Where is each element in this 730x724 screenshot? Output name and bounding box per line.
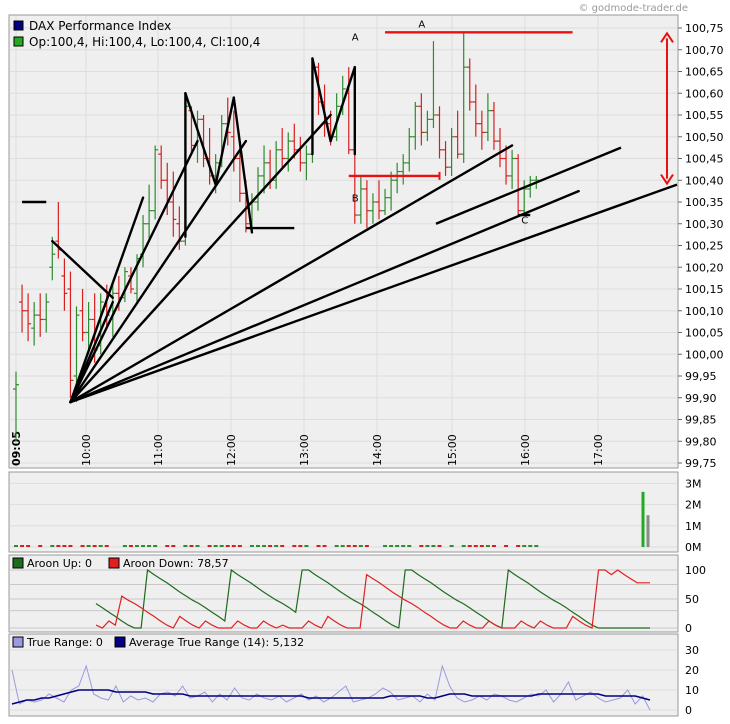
aroon-down-line	[95, 569, 650, 629]
time-tick-label: 10:00	[80, 434, 93, 466]
time-tick-label: 17:00	[592, 434, 605, 466]
y-tick-label: 100,35	[685, 196, 724, 209]
time-tick-label: 16:00	[519, 434, 532, 466]
y-tick-label: 100,10	[685, 305, 724, 318]
aroon-up-label: Aroon Up: 0	[27, 557, 92, 570]
lavender-square-icon	[12, 636, 24, 648]
volume-series	[10, 482, 677, 548]
point-label-b: B	[352, 194, 359, 205]
trend-line	[184, 92, 217, 186]
time-tick-label: 12:00	[225, 434, 238, 466]
point-label-c: C	[521, 215, 528, 226]
price-y-axis: 100,75 100,70 100,65 100,60 100,55 100,50 100,…	[678, 22, 724, 470]
y-tick-label: 100,65	[685, 66, 724, 79]
y-tick-label: 0	[685, 622, 692, 635]
trend-line	[311, 57, 332, 143]
y-tick-label: 100,75	[685, 22, 724, 35]
time-tick-label: 14:00	[371, 434, 384, 466]
time-tick-label: 13:00	[298, 434, 311, 466]
red-square-icon	[108, 557, 120, 569]
trendline-overlay: A A B C	[22, 20, 678, 404]
y-tick-label: 100,25	[685, 240, 724, 253]
y-tick-label: 99,80	[685, 435, 717, 448]
true-range-panel	[8, 633, 679, 717]
trend-line	[69, 113, 332, 404]
y-tick-label: 100,45	[685, 153, 724, 166]
trend-line	[69, 144, 514, 404]
aroon-up-line	[95, 568, 650, 629]
y-tick-label: 100,15	[685, 283, 724, 296]
y-tick-label: 99,75	[685, 457, 717, 470]
y-tick-label: 0M	[685, 541, 702, 554]
y-tick-label: 20	[685, 664, 699, 677]
y-tick-label: 10	[685, 684, 699, 697]
trend-line	[232, 96, 254, 234]
trend-line	[329, 65, 356, 143]
point-label-a: A	[418, 20, 425, 31]
y-tick-label: 100,55	[685, 109, 724, 122]
y-tick-label: 2M	[685, 499, 702, 512]
trend-line	[214, 96, 236, 186]
y-tick-label: 100	[685, 564, 706, 577]
y-tick-label: 50	[685, 593, 699, 606]
navy-square-icon	[114, 636, 126, 648]
navy-square-icon	[13, 20, 24, 31]
y-tick-label: 100,70	[685, 44, 724, 57]
y-tick-label: 100,60	[685, 87, 724, 100]
y-tick-label: 1M	[685, 520, 702, 533]
y-tick-label: 99,90	[685, 392, 717, 405]
time-tick-label: 09:05	[10, 431, 23, 466]
legend-index-name: DAX Performance Index	[29, 19, 171, 33]
y-tick-label: 100,20	[685, 261, 724, 274]
volume-spike-bar	[646, 515, 650, 547]
aroon-series	[10, 568, 677, 629]
price-panel	[8, 14, 679, 469]
y-tick-label: 100,40	[685, 174, 724, 187]
watermark: © godmode-trader.de	[579, 3, 689, 14]
y-tick-label: 99,85	[685, 414, 717, 427]
price-legend: DAX Performance Index Op:100,4, Hi:100,4…	[13, 19, 260, 49]
trend-line	[69, 189, 580, 404]
price-grid	[10, 16, 677, 467]
volume-y-axis: 3M 2M 1M 0M	[685, 477, 702, 554]
arrow-head-up	[660, 31, 674, 43]
trend-line	[69, 300, 115, 404]
true-range-series	[10, 649, 677, 711]
trend-line	[70, 183, 678, 404]
y-tick-label: 100,30	[685, 218, 724, 231]
true-range-y-axis: 30 20 10 0	[685, 644, 699, 717]
y-tick-label: 30	[685, 644, 699, 657]
y-tick-label: 100,05	[685, 327, 724, 340]
y-tick-label: 100,50	[685, 131, 724, 144]
volume-panel	[8, 471, 679, 553]
aroon-down-label: Aroon Down: 78,57	[123, 557, 229, 570]
legend-ohlc-values: Op:100,4, Hi:100,4, Lo:100,4, Cl:100,4	[29, 35, 260, 49]
y-tick-label: 0	[685, 704, 692, 717]
y-tick-label: 99,95	[685, 370, 717, 383]
aroon-y-axis: 100 50 0	[685, 564, 706, 635]
y-tick-label: 100,00	[685, 348, 724, 361]
trend-line	[69, 139, 199, 404]
green-square-icon	[12, 557, 24, 569]
aroon-legend: Aroon Up: 0 Aroon Down: 78,57	[12, 557, 229, 570]
true-range-legend: True Range: 0 Average True Range (14): 5…	[12, 636, 304, 649]
atr-line	[11, 689, 651, 705]
green-square-icon	[13, 36, 24, 47]
volume-spike-bar	[641, 491, 645, 547]
y-tick-label: 3M	[685, 477, 702, 490]
time-tick-label: 11:00	[152, 434, 165, 466]
true-range-label: True Range: 0	[26, 636, 103, 649]
trend-line	[435, 146, 622, 225]
arrow-head-down	[660, 174, 674, 186]
time-axis: 09:05 10:00 11:00 12:00 13:00 14:00 15:00 16:00…	[10, 431, 605, 466]
point-label-a: A	[352, 33, 359, 44]
atr-label: Average True Range (14): 5,132	[129, 636, 304, 649]
trend-line	[51, 239, 115, 299]
time-tick-label: 15:00	[446, 434, 459, 466]
trend-line	[69, 196, 145, 404]
